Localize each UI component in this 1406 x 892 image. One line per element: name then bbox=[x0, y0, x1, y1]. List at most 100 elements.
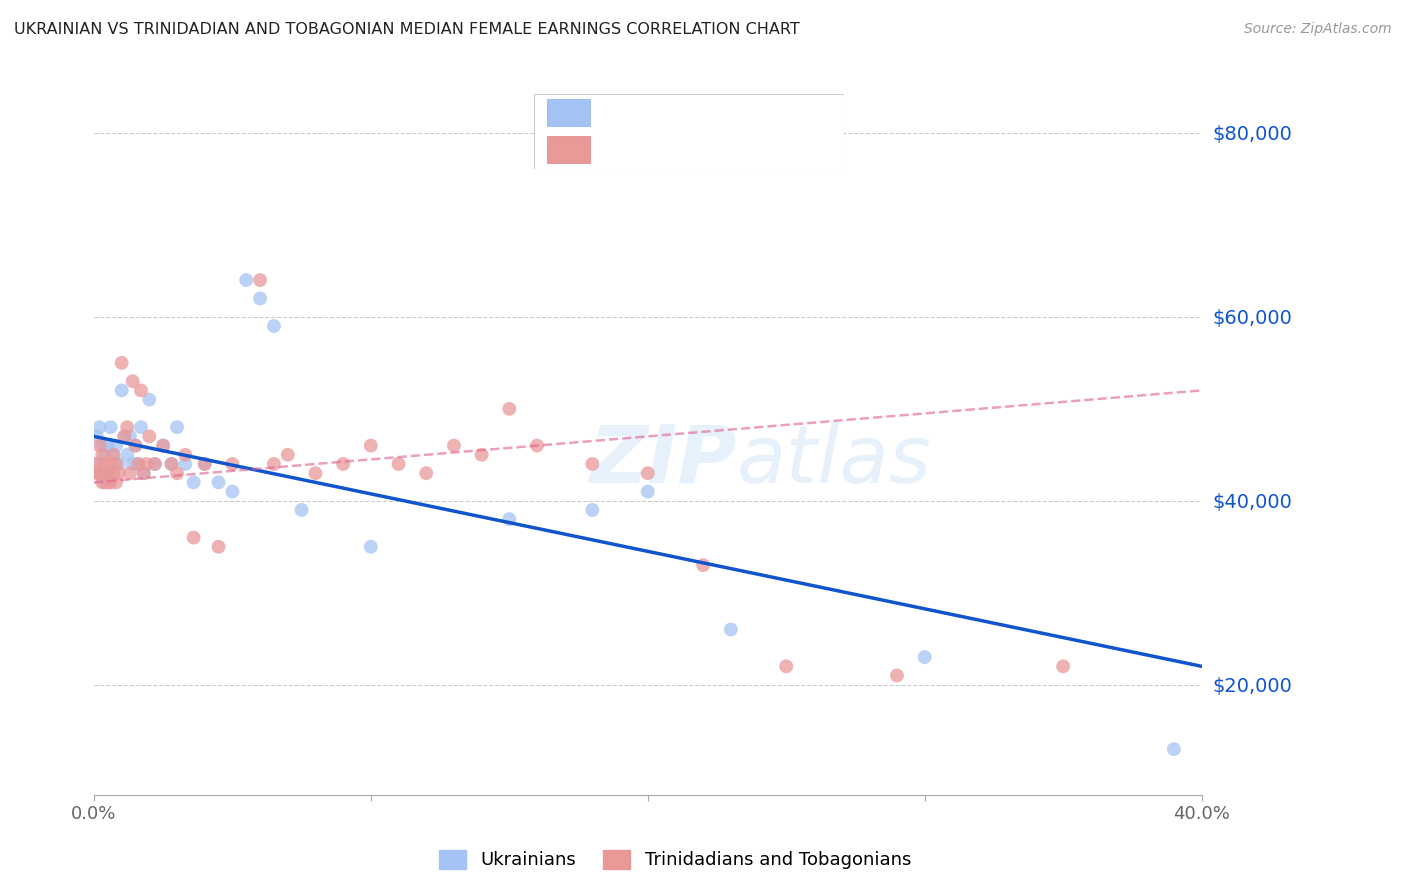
Point bbox=[105, 475, 128, 490]
Point bbox=[135, 457, 157, 471]
Text: atlas: atlas bbox=[737, 422, 931, 500]
Point bbox=[249, 292, 271, 306]
Point bbox=[86, 466, 108, 480]
Point bbox=[160, 457, 183, 471]
Point bbox=[415, 466, 437, 480]
Point bbox=[183, 475, 205, 490]
Text: 55: 55 bbox=[792, 140, 814, 158]
Point bbox=[360, 439, 382, 453]
Point bbox=[360, 540, 382, 554]
Point bbox=[124, 439, 146, 453]
Point bbox=[249, 273, 271, 287]
Text: Source: ZipAtlas.com: Source: ZipAtlas.com bbox=[1244, 22, 1392, 37]
Point bbox=[86, 457, 108, 471]
Point bbox=[91, 439, 114, 453]
Point bbox=[105, 457, 128, 471]
Point bbox=[118, 429, 141, 443]
Point bbox=[166, 466, 188, 480]
Point bbox=[115, 448, 138, 462]
Point bbox=[91, 475, 114, 490]
Point bbox=[581, 503, 603, 517]
Point bbox=[103, 448, 125, 462]
Text: 0.124: 0.124 bbox=[664, 140, 717, 158]
Point bbox=[129, 384, 152, 398]
Point bbox=[89, 466, 111, 480]
Legend: Ukrainians, Trinidadians and Tobagonians: Ukrainians, Trinidadians and Tobagonians bbox=[430, 841, 920, 879]
Text: N =: N = bbox=[735, 140, 772, 158]
Point bbox=[111, 356, 134, 370]
Point bbox=[692, 558, 714, 573]
Point bbox=[720, 623, 742, 637]
Point bbox=[387, 457, 409, 471]
Point bbox=[581, 457, 603, 471]
Point bbox=[498, 512, 520, 526]
Point bbox=[97, 475, 120, 490]
Point bbox=[132, 466, 155, 480]
Point bbox=[97, 466, 120, 480]
Point bbox=[235, 273, 257, 287]
Point bbox=[143, 457, 166, 471]
Point bbox=[121, 374, 143, 388]
Point bbox=[207, 540, 229, 554]
Point bbox=[100, 457, 122, 471]
Point bbox=[108, 466, 131, 480]
Point bbox=[127, 457, 149, 471]
Point bbox=[86, 429, 108, 443]
FancyBboxPatch shape bbox=[547, 99, 591, 127]
Point bbox=[263, 457, 285, 471]
Point bbox=[94, 466, 117, 480]
Point bbox=[86, 457, 108, 471]
Point bbox=[152, 439, 174, 453]
Point bbox=[143, 457, 166, 471]
Point bbox=[166, 420, 188, 434]
Point bbox=[221, 457, 243, 471]
Point bbox=[132, 466, 155, 480]
Point bbox=[174, 448, 197, 462]
Point bbox=[637, 466, 659, 480]
Point bbox=[138, 429, 160, 443]
Point bbox=[471, 448, 494, 462]
Text: 44: 44 bbox=[792, 103, 814, 121]
Point bbox=[127, 457, 149, 471]
Point bbox=[498, 401, 520, 416]
Text: -0.522: -0.522 bbox=[664, 103, 724, 121]
Point bbox=[637, 484, 659, 499]
Point bbox=[112, 429, 135, 443]
Point bbox=[160, 457, 183, 471]
Point bbox=[886, 668, 908, 682]
Point bbox=[194, 457, 217, 471]
Point bbox=[1052, 659, 1074, 673]
Point bbox=[526, 439, 548, 453]
Point bbox=[138, 392, 160, 407]
Point bbox=[89, 439, 111, 453]
Point bbox=[263, 319, 285, 334]
Point bbox=[304, 466, 326, 480]
Point bbox=[775, 659, 797, 673]
Text: UKRAINIAN VS TRINIDADIAN AND TOBAGONIAN MEDIAN FEMALE EARNINGS CORRELATION CHART: UKRAINIAN VS TRINIDADIAN AND TOBAGONIAN … bbox=[14, 22, 800, 37]
Point bbox=[89, 420, 111, 434]
Text: N =: N = bbox=[735, 103, 772, 121]
Point bbox=[108, 457, 131, 471]
Text: ZIP: ZIP bbox=[589, 422, 737, 500]
Point bbox=[94, 475, 117, 490]
Point bbox=[94, 448, 117, 462]
Point bbox=[194, 457, 217, 471]
Point bbox=[443, 439, 465, 453]
Point bbox=[174, 457, 197, 471]
Point bbox=[100, 475, 122, 490]
Point bbox=[89, 466, 111, 480]
Point bbox=[291, 503, 314, 517]
Text: R =: R = bbox=[602, 103, 638, 121]
Point bbox=[118, 466, 141, 480]
Point bbox=[124, 439, 146, 453]
Text: R =: R = bbox=[602, 140, 644, 158]
Point bbox=[103, 448, 125, 462]
Point bbox=[152, 439, 174, 453]
Point bbox=[115, 420, 138, 434]
Point bbox=[105, 439, 128, 453]
Point bbox=[94, 457, 117, 471]
Point bbox=[277, 448, 299, 462]
Point bbox=[183, 531, 205, 545]
Point bbox=[1163, 742, 1185, 756]
Point bbox=[103, 466, 125, 480]
